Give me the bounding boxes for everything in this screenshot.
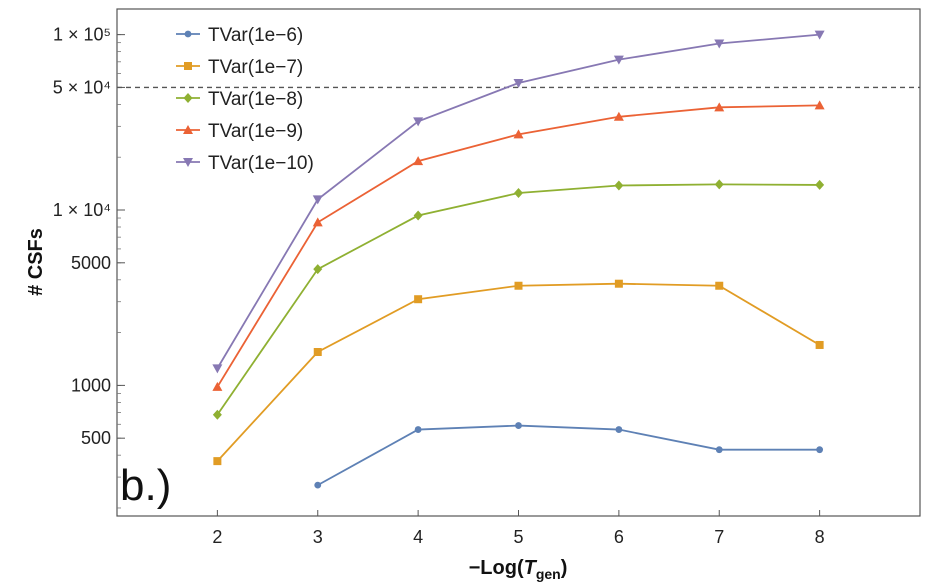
data-point bbox=[714, 102, 725, 112]
legend-label: TVar(1e−9) bbox=[208, 121, 303, 142]
data-point bbox=[613, 55, 624, 65]
legend-label: TVar(1e−7) bbox=[208, 57, 303, 78]
legend-label: TVar(1e−8) bbox=[208, 89, 303, 110]
legend-item: TVar(1e−7) bbox=[176, 57, 303, 78]
data-point bbox=[414, 295, 423, 304]
data-point bbox=[814, 30, 825, 40]
data-point bbox=[714, 179, 724, 190]
data-point bbox=[613, 111, 624, 121]
data-point bbox=[212, 364, 223, 374]
legend-marker bbox=[183, 158, 193, 167]
legend-label: TVar(1e−6) bbox=[208, 25, 303, 46]
legend-item: TVar(1e−10) bbox=[176, 153, 314, 174]
x-tick-label: 7 bbox=[714, 527, 724, 547]
data-point bbox=[816, 446, 824, 454]
legend-marker bbox=[184, 62, 192, 70]
y-tick-label: 1 × 10⁵ bbox=[53, 25, 111, 45]
x-tick-label: 2 bbox=[212, 527, 222, 547]
data-point bbox=[513, 78, 524, 88]
series-5 bbox=[212, 30, 825, 374]
x-tick-label: 6 bbox=[614, 527, 624, 547]
data-point bbox=[414, 426, 422, 433]
y-tick-label: 1 × 10⁴ bbox=[53, 200, 111, 220]
data-point bbox=[513, 129, 524, 139]
series-3 bbox=[212, 179, 825, 420]
data-point bbox=[312, 195, 323, 205]
y-tick-label: 1000 bbox=[71, 375, 111, 395]
x-tick-label: 4 bbox=[413, 527, 423, 547]
data-point bbox=[212, 381, 223, 391]
x-axis-title: −Log(Tgen) bbox=[469, 557, 568, 582]
y-tick-label: 500 bbox=[81, 428, 111, 448]
panel-label: b.) bbox=[120, 461, 171, 510]
data-point bbox=[413, 117, 424, 127]
x-tick-label: 8 bbox=[815, 527, 825, 547]
data-point bbox=[312, 217, 323, 227]
series-2 bbox=[213, 279, 824, 466]
series-line bbox=[216, 104, 820, 388]
data-point bbox=[715, 281, 724, 290]
legend-marker bbox=[183, 93, 193, 103]
data-point bbox=[212, 409, 222, 420]
data-point bbox=[714, 39, 725, 49]
data-point bbox=[413, 156, 424, 166]
data-point bbox=[314, 481, 322, 489]
data-point bbox=[213, 457, 222, 466]
y-axis-title: # CSFs bbox=[25, 228, 47, 296]
x-tick-label: 3 bbox=[313, 527, 323, 547]
data-point bbox=[313, 264, 323, 275]
data-point bbox=[514, 188, 523, 199]
series-1 bbox=[314, 422, 824, 489]
y-tick-label: 5 × 10⁴ bbox=[53, 77, 111, 97]
data-point bbox=[615, 426, 623, 433]
legend-item: TVar(1e−6) bbox=[176, 25, 303, 46]
series-4 bbox=[212, 100, 825, 391]
series-line bbox=[317, 424, 820, 486]
data-point bbox=[815, 179, 825, 190]
data-point bbox=[514, 281, 523, 290]
data-point bbox=[515, 422, 522, 429]
legend-label: TVar(1e−10) bbox=[208, 153, 314, 174]
legend-item: TVar(1e−8) bbox=[176, 89, 303, 110]
x-tick-label: 5 bbox=[513, 527, 523, 547]
data-point bbox=[815, 340, 824, 349]
series-line bbox=[216, 282, 821, 462]
data-point bbox=[313, 348, 322, 357]
legend-item: TVar(1e−9) bbox=[176, 121, 303, 142]
data-point bbox=[413, 210, 423, 221]
data-point bbox=[715, 446, 723, 454]
data-point bbox=[614, 180, 624, 191]
y-tick-label: 5000 bbox=[71, 253, 111, 273]
data-point bbox=[614, 279, 623, 288]
data-point bbox=[814, 100, 825, 110]
legend-marker bbox=[183, 125, 193, 134]
series-line bbox=[216, 183, 820, 416]
legend-marker bbox=[184, 30, 192, 38]
